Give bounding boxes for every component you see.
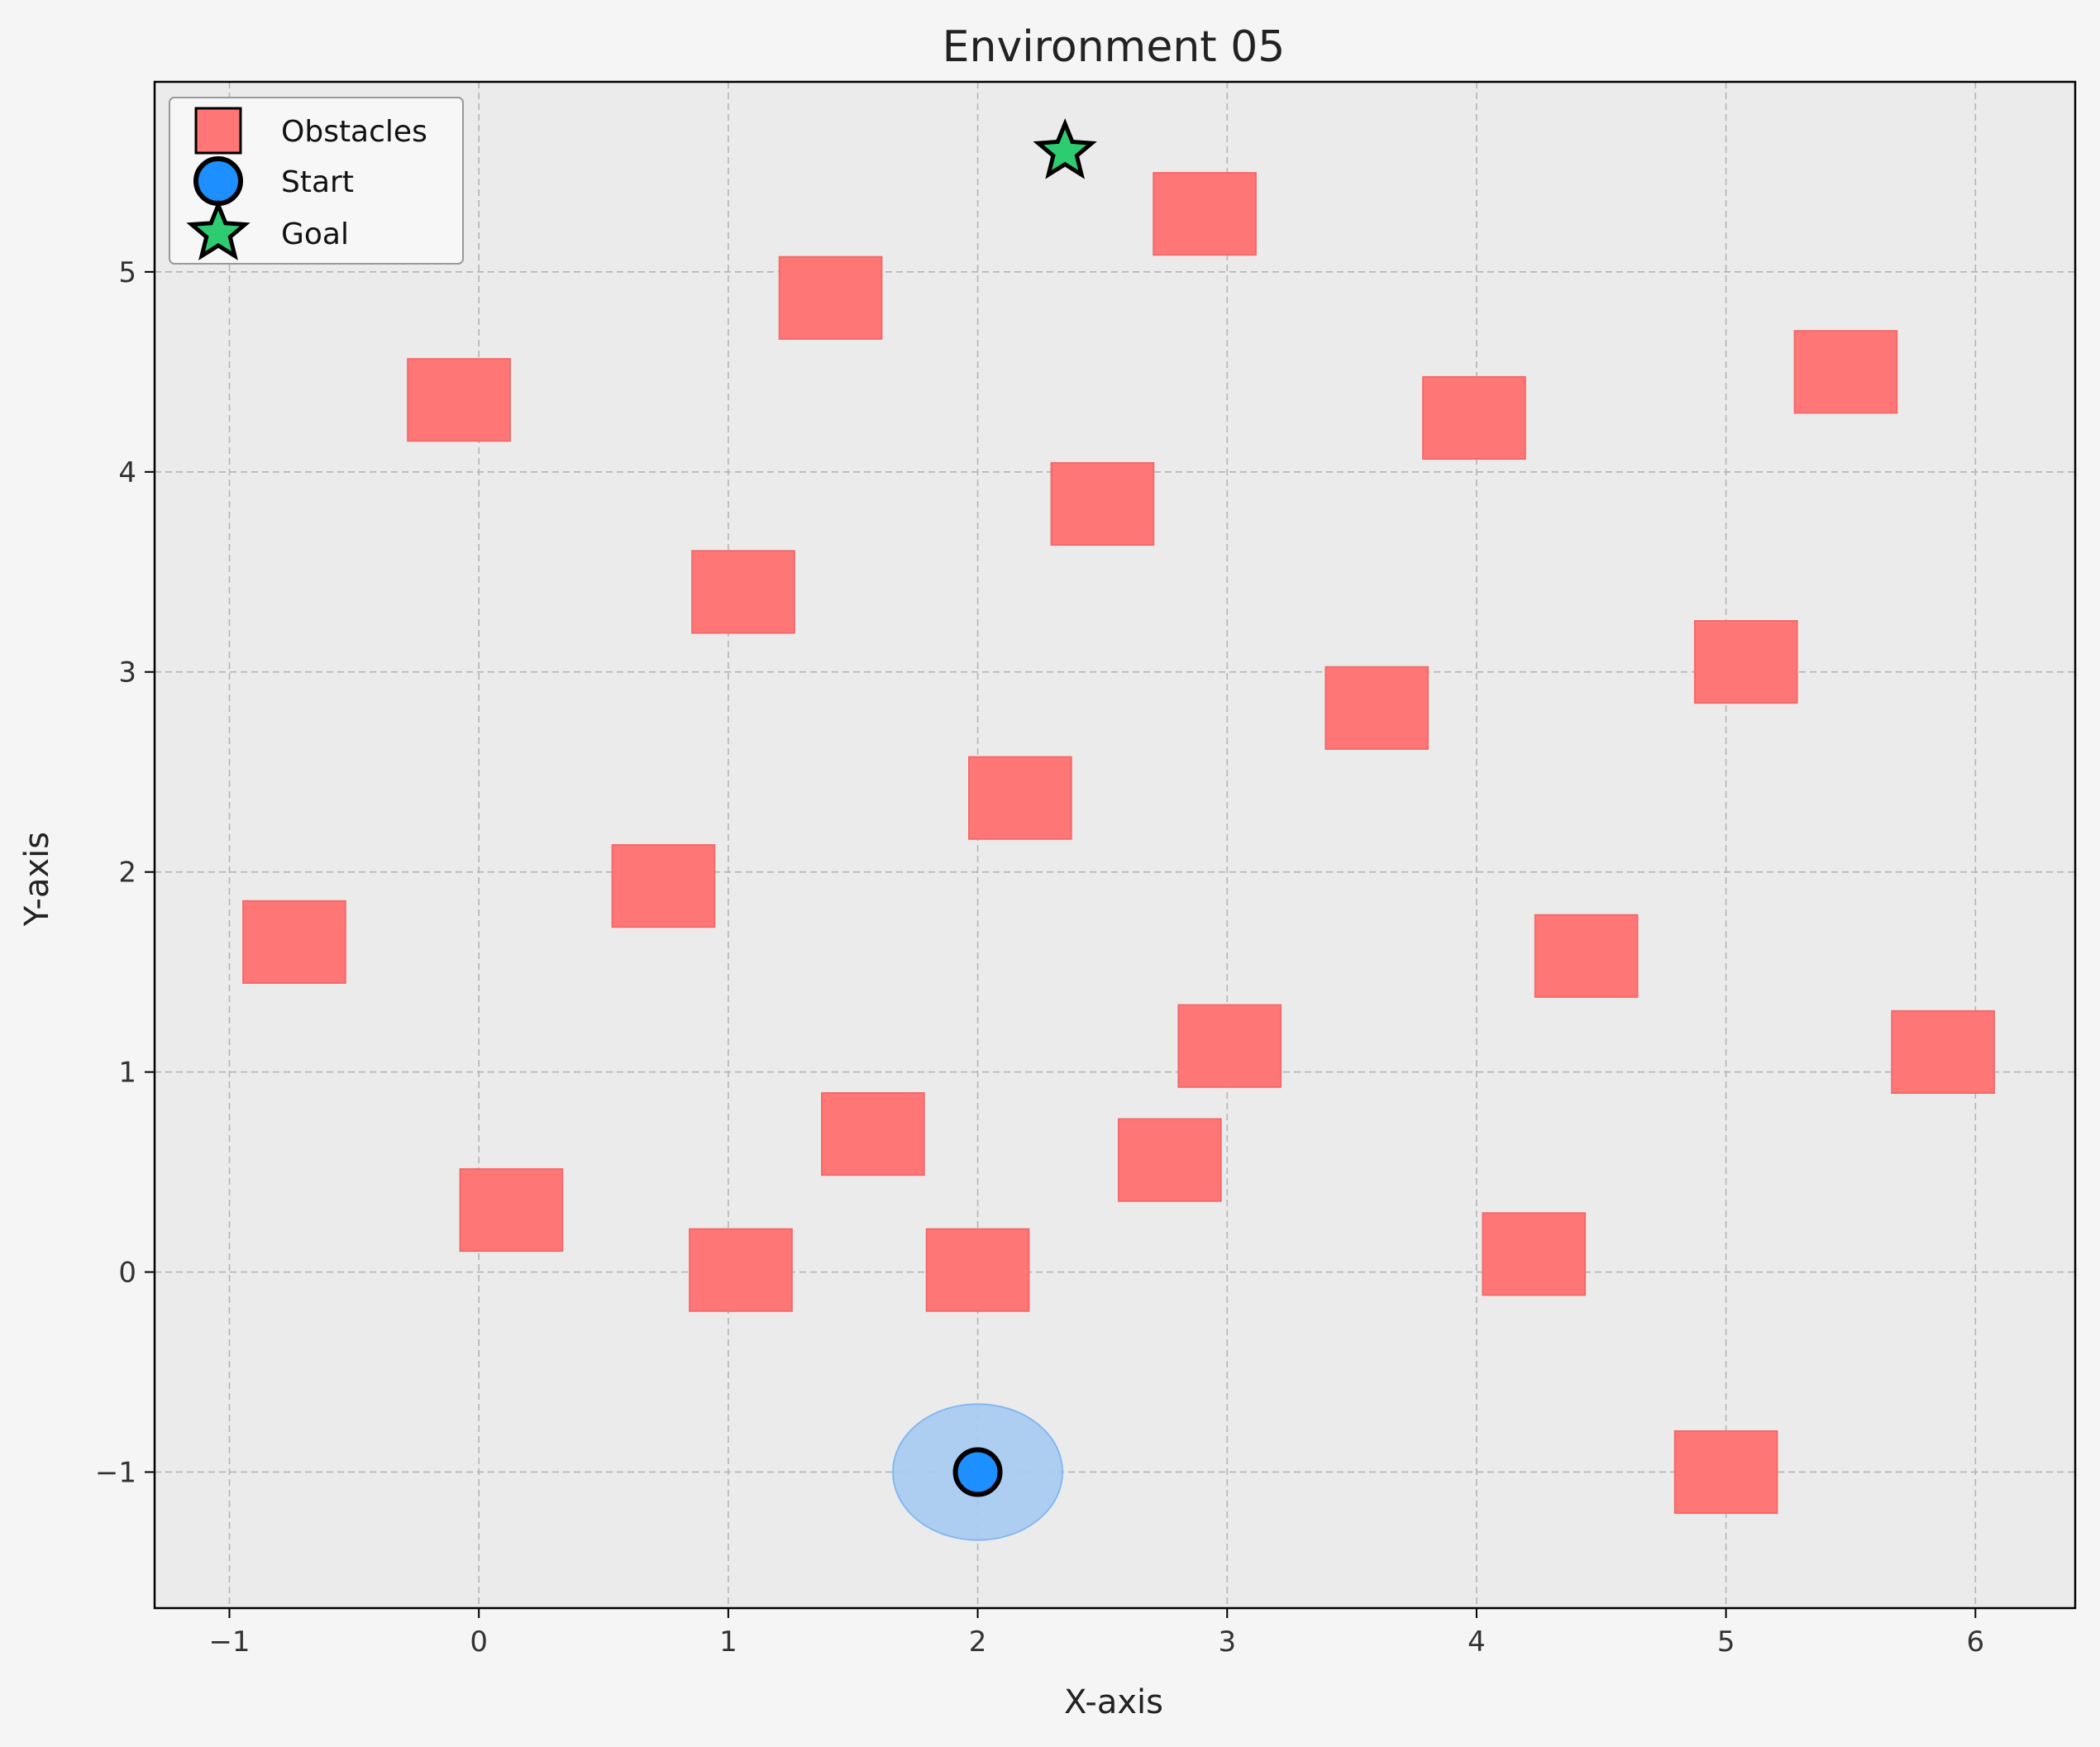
x-tick-label: 3 [1218, 1625, 1236, 1659]
chart-title: Environment 05 [943, 22, 1286, 72]
y-tick-label: 4 [118, 456, 136, 489]
y-axis-label: Y-axis [18, 832, 56, 927]
markers-layer [891, 118, 1097, 1541]
obstacle [1422, 375, 1526, 461]
y-tick-label: 5 [118, 256, 136, 289]
x-axis-label: X-axis [1064, 1683, 1163, 1721]
obstacle [925, 1228, 1030, 1312]
obstacle [1324, 666, 1429, 750]
x-tick-label: 0 [470, 1625, 488, 1659]
legend: Obstacles Start Goal [169, 97, 464, 265]
start-marker [952, 1447, 1003, 1497]
obstacle [968, 756, 1072, 840]
obstacle [242, 900, 346, 984]
obstacle [459, 1167, 564, 1253]
plot-frame [153, 80, 2077, 1610]
obstacle [611, 844, 716, 928]
obstacle [1118, 1118, 1222, 1202]
obstacle [407, 358, 511, 442]
axis-ticks: −1 0 1 2 3 4 5 6 −1 0 1 2 3 4 5 [95, 256, 1984, 1659]
legend-box [169, 97, 464, 265]
obstacle [821, 1092, 925, 1177]
x-tick-label: 1 [719, 1625, 737, 1659]
obstacle [689, 1228, 793, 1312]
y-tick-label: 3 [118, 656, 136, 690]
legend-label-goal: Goal [281, 217, 349, 251]
obstacle [1153, 172, 1257, 256]
legend-label-start: Start [281, 165, 354, 199]
y-tick-label: 0 [118, 1257, 136, 1290]
x-tick-label: 2 [969, 1625, 987, 1659]
obstacle [1793, 330, 1898, 414]
obstacles-layer [242, 172, 1995, 1515]
x-tick-label: 4 [1468, 1625, 1486, 1659]
obstacle [1891, 1010, 1995, 1095]
obstacle [1177, 1004, 1282, 1088]
obstacle [1050, 461, 1155, 547]
x-tick-label: −1 [208, 1625, 250, 1659]
obstacle [1534, 914, 1639, 998]
obstacle [1482, 1212, 1587, 1296]
y-tick-label: 1 [118, 1057, 136, 1090]
legend-start-swatch [193, 156, 243, 206]
legend-label-obstacles: Obstacles [281, 115, 427, 149]
y-tick-label: −1 [95, 1456, 136, 1489]
obstacle [778, 255, 883, 340]
x-tick-label: 6 [1967, 1625, 1985, 1659]
obstacle [691, 550, 795, 634]
obstacle [1673, 1430, 1778, 1515]
x-tick-label: 5 [1717, 1625, 1735, 1659]
obstacle [1693, 620, 1798, 704]
y-tick-label: 2 [118, 857, 136, 890]
plot-area [155, 82, 2075, 1608]
legend-obstacles-swatch [194, 107, 242, 155]
goal-marker [1033, 118, 1097, 179]
legend-goal-swatch [186, 199, 251, 260]
